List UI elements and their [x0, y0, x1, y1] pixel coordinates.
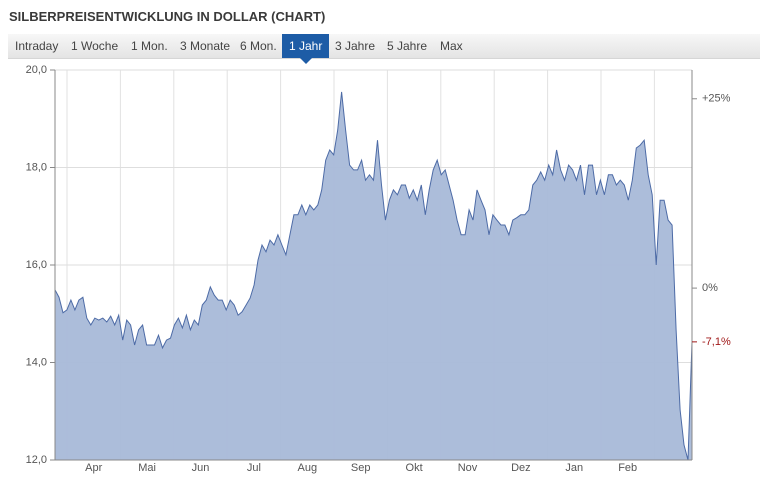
x-tick-label: Okt	[406, 462, 423, 474]
tab-bar: Intraday 1 Woche 1 Mon. 3 Monate 6 Mon. 1 Jah…	[8, 34, 760, 64]
range-tab[interactable]: 5 Jahre	[387, 39, 428, 53]
y-tick-label: 16,0	[26, 259, 47, 271]
range-tab[interactable]: 3 Jahre	[335, 39, 376, 53]
page-title: SILBERPREISENTWICKLUNG IN DOLLAR (CHART)	[9, 9, 326, 24]
y-tick-label: 20,0	[26, 64, 47, 76]
x-tick-label: Jan	[565, 462, 583, 474]
y-tick-label: 14,0	[26, 356, 47, 368]
y-tick-label: 12,0	[26, 454, 47, 466]
price-area	[55, 91, 692, 461]
price-line	[54, 91, 693, 461]
y2-tick-label: +25%	[702, 93, 731, 105]
y-tick-label: 18,0	[26, 161, 47, 173]
x-tick-label: Aug	[298, 462, 318, 474]
x-tick-label: Nov	[458, 462, 478, 474]
range-tab[interactable]: 1 Mon.	[131, 39, 168, 53]
range-tab[interactable]: Max	[440, 39, 463, 53]
range-tab[interactable]: 1 Woche	[71, 39, 119, 53]
y2-tick-label: 0%	[702, 282, 718, 294]
range-tab[interactable]: Intraday	[15, 39, 59, 53]
x-tick-label: Jun	[192, 462, 210, 474]
x-tick-label: Jul	[247, 462, 261, 474]
x-tick-label: Apr	[85, 462, 102, 474]
y2-tick-label: -7,1%	[702, 336, 731, 348]
x-tick-label: Dez	[511, 462, 531, 474]
x-tick-label: Mai	[138, 462, 156, 474]
range-tab[interactable]: 1 Jahr	[282, 34, 330, 64]
range-tab[interactable]: 3 Monate	[180, 39, 231, 53]
x-tick-label: Feb	[618, 462, 637, 474]
range-tab[interactable]: 6 Mon.	[240, 39, 277, 53]
x-tick-label: Sep	[351, 462, 371, 474]
